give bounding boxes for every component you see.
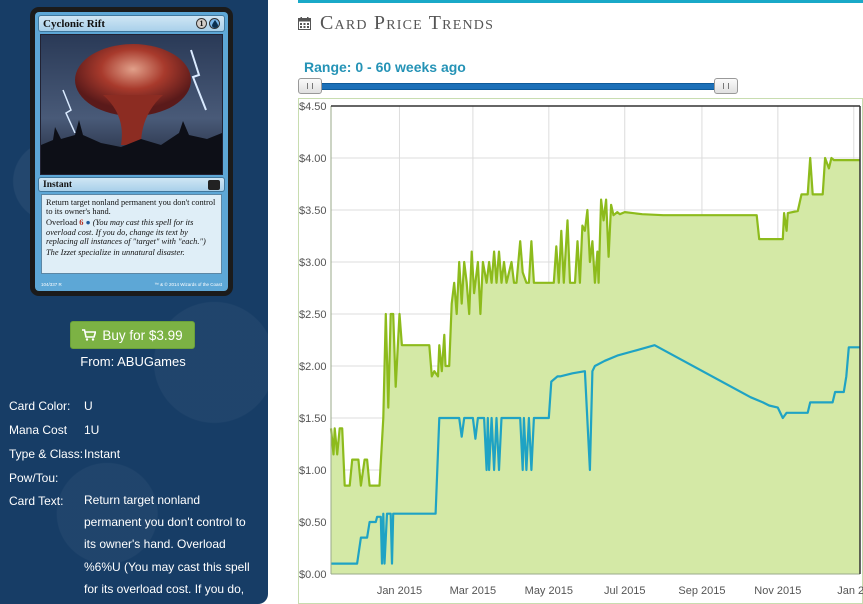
detail-value: Instant xyxy=(84,447,121,461)
detail-value xyxy=(84,471,256,485)
card-flavor-text: The Izzet specialize in unnatural disast… xyxy=(46,248,185,258)
price-trends-panel: Card Price Trends Range: 0 - 60 weeks ag… xyxy=(298,0,863,604)
y-tick-label: $2.00 xyxy=(299,361,327,373)
slider-handle-start[interactable] xyxy=(298,78,322,94)
y-tick-label: $0.50 xyxy=(299,517,327,529)
slider-handle-end[interactable] xyxy=(714,78,738,94)
y-tick-label: $3.50 xyxy=(299,205,327,217)
card-overload-reminder: (You may cast this spell for its overloa… xyxy=(46,218,206,246)
card-title-bar: Cyclonic Rift 1 xyxy=(38,15,225,32)
range-label: Range: 0 - 60 weeks ago xyxy=(304,59,466,75)
card-collector-number: 104/337 R xyxy=(41,281,62,287)
series-line-green xyxy=(329,156,860,487)
detail-key: Type & Class: xyxy=(9,447,84,461)
card-footer: 104/337 R ™ & © 2014 Wizards of the Coas… xyxy=(41,279,222,289)
card-copyright: ™ & © 2014 Wizards of the Coast xyxy=(154,281,222,287)
card-type-line: Instant xyxy=(38,177,225,192)
accent-rule xyxy=(298,0,863,3)
y-tick-label: $1.00 xyxy=(299,465,327,477)
x-tick-label: Mar 2015 xyxy=(450,585,496,597)
page-title: Card Price Trends xyxy=(320,11,495,34)
y-tick-label: $4.50 xyxy=(299,101,327,113)
y-tick-label: $2.50 xyxy=(299,309,327,321)
y-tick-label: $1.50 xyxy=(299,413,327,425)
buy-button-label: Buy for $3.99 xyxy=(102,327,183,343)
y-tick-label: $0.00 xyxy=(299,569,327,581)
card-overload-label: Overload xyxy=(46,218,78,228)
overload-cost-icon: 6 xyxy=(79,218,84,228)
card-image: Cyclonic Rift 1 xyxy=(30,7,233,296)
price-chart-svg: $0.00 $0.50 $1.00 $1.50 $2.00 $2.50 $3.00 $3.50… xyxy=(298,98,863,604)
detail-key: Mana Cost xyxy=(9,423,68,437)
detail-key: Card Color: xyxy=(9,399,71,413)
card-rules-text: Return target nonland permanent you don'… xyxy=(46,198,216,217)
x-tick-label: Jan 20 xyxy=(837,585,863,597)
shopping-cart-icon xyxy=(82,329,97,341)
overload-blue-icon: ● xyxy=(85,218,91,228)
y-tick-label: $4.00 xyxy=(299,153,327,165)
x-tick-label: Sep 2015 xyxy=(678,585,725,597)
card-frame: Cyclonic Rift 1 xyxy=(35,12,228,291)
detail-row-mana-cost: Mana Cost 1U xyxy=(9,423,256,437)
x-tick-label: Jul 2015 xyxy=(604,585,646,597)
detail-value: U xyxy=(84,399,93,413)
calendar-icon xyxy=(298,16,311,30)
x-tick-label: Nov 2015 xyxy=(754,585,801,597)
card-detail-panel: Cyclonic Rift 1 xyxy=(0,0,268,604)
mana-generic-icon: 1 xyxy=(196,18,207,29)
mana-blue-icon xyxy=(209,18,220,29)
card-artwork xyxy=(40,34,223,175)
price-chart: $0.00 $0.50 $1.00 $1.50 $2.00 $2.50 $3.00 $3.50… xyxy=(298,98,863,604)
detail-value: Return target nonland permanent you don'… xyxy=(84,493,250,596)
x-tick-label: May 2015 xyxy=(525,585,573,597)
trends-header: Card Price Trends xyxy=(298,10,494,36)
detail-row-card-color: Card Color: U xyxy=(9,399,256,413)
slider-range-fill xyxy=(306,83,726,90)
card-type: Instant xyxy=(43,179,73,190)
card-text-box: Return target nonland permanent you don'… xyxy=(41,194,222,274)
series-line-blue xyxy=(331,344,860,565)
range-slider[interactable] xyxy=(298,78,738,95)
detail-key: Pow/Tou: xyxy=(9,471,59,485)
buy-button[interactable]: Buy for $3.99 xyxy=(70,321,195,349)
grip-icon xyxy=(723,83,729,89)
buy-source: From: ABUGames xyxy=(80,354,186,369)
detail-key: Card Text: xyxy=(9,494,64,508)
detail-row-card-text: Card Text: Return target nonland permane… xyxy=(9,493,256,600)
y-tick-label: $3.00 xyxy=(299,257,327,269)
detail-row-type-class: Type & Class: Instant xyxy=(9,447,256,461)
detail-value: 1U xyxy=(84,423,100,437)
set-symbol-icon xyxy=(208,179,220,190)
detail-row-pow-tou: Pow/Tou: xyxy=(9,471,256,485)
x-tick-label: Jan 2015 xyxy=(377,585,422,597)
card-name: Cyclonic Rift xyxy=(43,17,106,30)
card-mana-cost: 1 xyxy=(196,18,220,29)
grip-icon xyxy=(307,83,313,89)
